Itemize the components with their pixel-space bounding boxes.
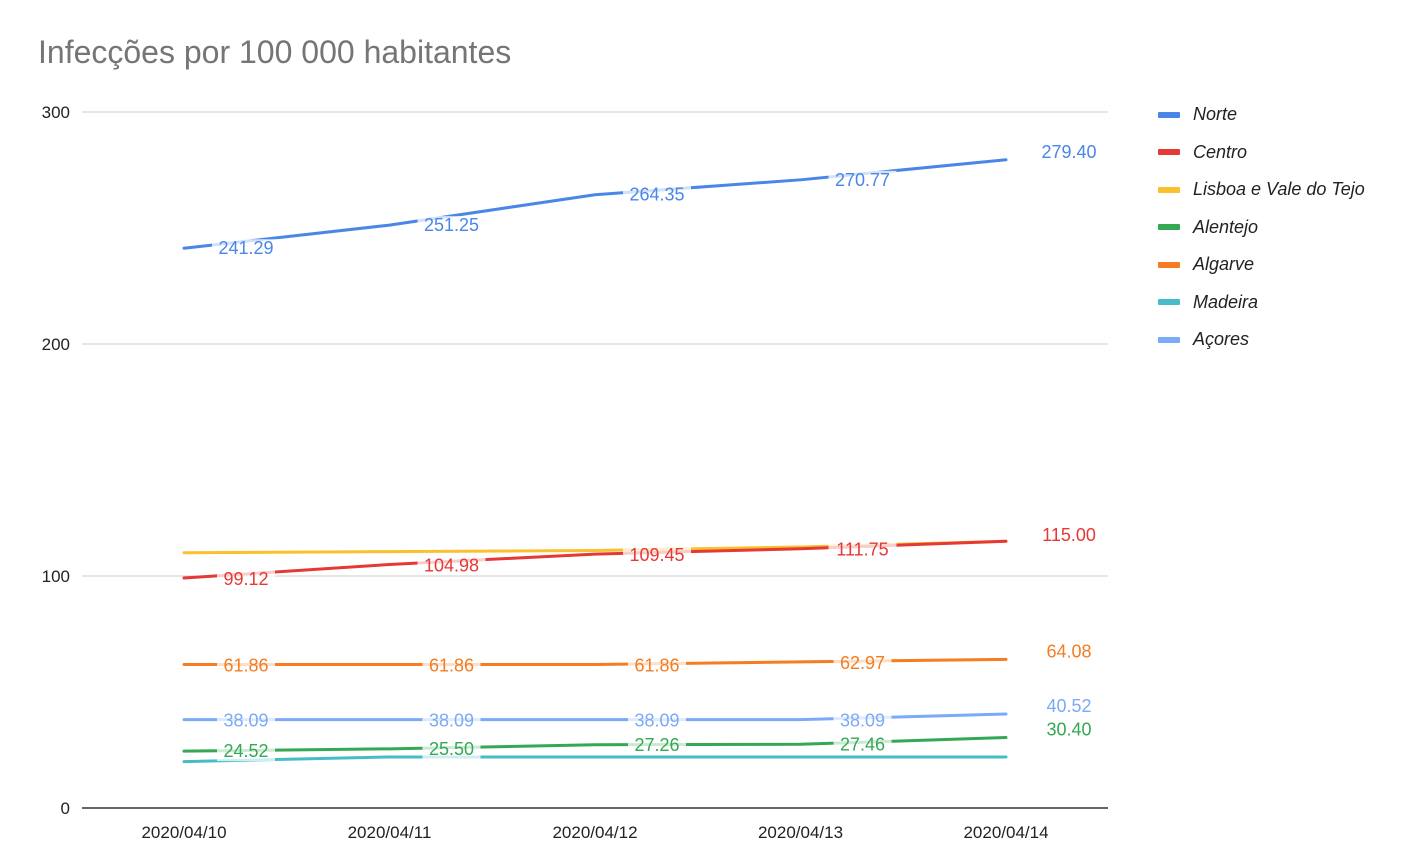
data-label-bg [623,546,691,566]
legend-item[interactable]: Centro [1158,134,1365,172]
legend-label: Centro [1193,141,1248,162]
legend-label: Alentejo [1193,216,1259,237]
data-label: 62.97 [840,653,885,673]
x-tick-label: 2020/04/12 [552,823,637,842]
data-label: 30.40 [1046,719,1091,739]
y-axis-ticks: 0 100 200 300 [42,103,70,818]
data-label-bg [628,711,686,731]
x-tick-label: 2020/04/10 [141,823,226,842]
legend-item[interactable]: Algarve [1158,246,1365,284]
data-label-bg [422,656,481,676]
data-label-bg [212,239,280,259]
legend-swatch [1158,261,1180,268]
data-label: 115.00 [1042,525,1096,545]
legend-item[interactable]: Madeira [1158,284,1365,322]
data-label: 61.86 [634,655,679,675]
data-label: 61.86 [429,655,474,675]
legend-swatch [1158,299,1180,306]
legend: Norte Centro Lisboa e Vale do Tejo Alentejo… [1158,96,1365,359]
legend-swatch [1158,336,1180,343]
y-tick-label: 200 [42,335,70,354]
data-label-bg [1040,696,1098,716]
legend-swatch [1158,149,1180,156]
grid-lines [82,111,1108,809]
data-label: 38.09 [634,711,679,731]
data-label-bg [833,735,892,755]
data-label: 27.26 [634,735,679,755]
legend-label: Norte [1193,104,1238,125]
data-label: 61.86 [223,655,268,675]
chart-title: Infecções por 100 000 habitantes [38,34,512,70]
data-label-bg [623,185,691,205]
legend-item[interactable]: Norte [1158,96,1365,134]
data-label: 241.29 [218,238,273,258]
x-tick-label: 2020/04/11 [348,823,432,842]
data-label-bg [217,742,275,762]
legend-label: Açores [1193,329,1250,350]
legend-label: Algarve [1193,254,1255,275]
data-label: 251.25 [424,215,479,235]
data-label-bg [833,653,892,673]
data-label-bg [417,556,486,576]
legend-item[interactable]: Açores [1158,321,1365,359]
data-label: 38.09 [840,711,885,731]
data-label: 279.40 [1041,142,1096,162]
data-label-bg [628,735,686,755]
data-label: 99.12 [223,569,268,589]
data-label-bg [1040,642,1098,662]
data-label: 40.52 [1046,696,1091,716]
data-label: 38.09 [223,711,268,731]
y-tick-label: 100 [42,567,70,586]
legend-item[interactable]: Alentejo [1158,209,1365,247]
legend-swatch [1158,224,1180,231]
data-label-bg [217,570,275,590]
y-tick-label: 0 [61,799,70,818]
data-label: 25.50 [429,739,474,759]
data-label: 27.46 [840,734,885,754]
data-label-bg [828,540,897,560]
x-tick-label: 2020/04/14 [963,823,1048,842]
data-label-bg [217,656,275,676]
data-label-bg [828,170,897,190]
data-label: 24.52 [223,741,268,761]
series-line-madeira [182,755,1008,764]
x-tick-label: 2020/04/13 [758,823,843,842]
data-label: 264.35 [629,185,684,205]
legend-item[interactable]: Lisboa e Vale do Tejo [1158,171,1365,209]
data-label: 270.77 [835,170,890,190]
data-label-bg [1035,526,1103,546]
data-label-bg [833,711,892,731]
data-label: 64.08 [1046,641,1091,661]
data-label: 111.75 [836,540,888,560]
data-label-bg [422,739,481,759]
data-label: 104.98 [424,555,479,575]
data-label-bg [217,711,275,731]
legend-label: Lisboa e Vale do Tejo [1193,179,1365,200]
data-label: 109.45 [629,545,684,565]
data-label-bg [628,656,686,676]
data-label-bg [1040,720,1098,740]
legend-swatch [1158,186,1180,193]
data-label-bg [422,711,481,731]
data-labels: 241.29 251.25 264.35 270.77 279.40 99.12 104.9… [212,142,1103,762]
data-label: 38.09 [429,711,474,731]
data-label-bg [417,216,486,236]
x-axis-ticks: 2020/04/10 2020/04/11 2020/04/12 2020/04/13… [141,823,1048,842]
legend-label: Madeira [1193,291,1259,312]
data-label-bg [1035,142,1103,162]
legend-swatch [1158,111,1180,118]
y-tick-label: 300 [42,103,70,122]
